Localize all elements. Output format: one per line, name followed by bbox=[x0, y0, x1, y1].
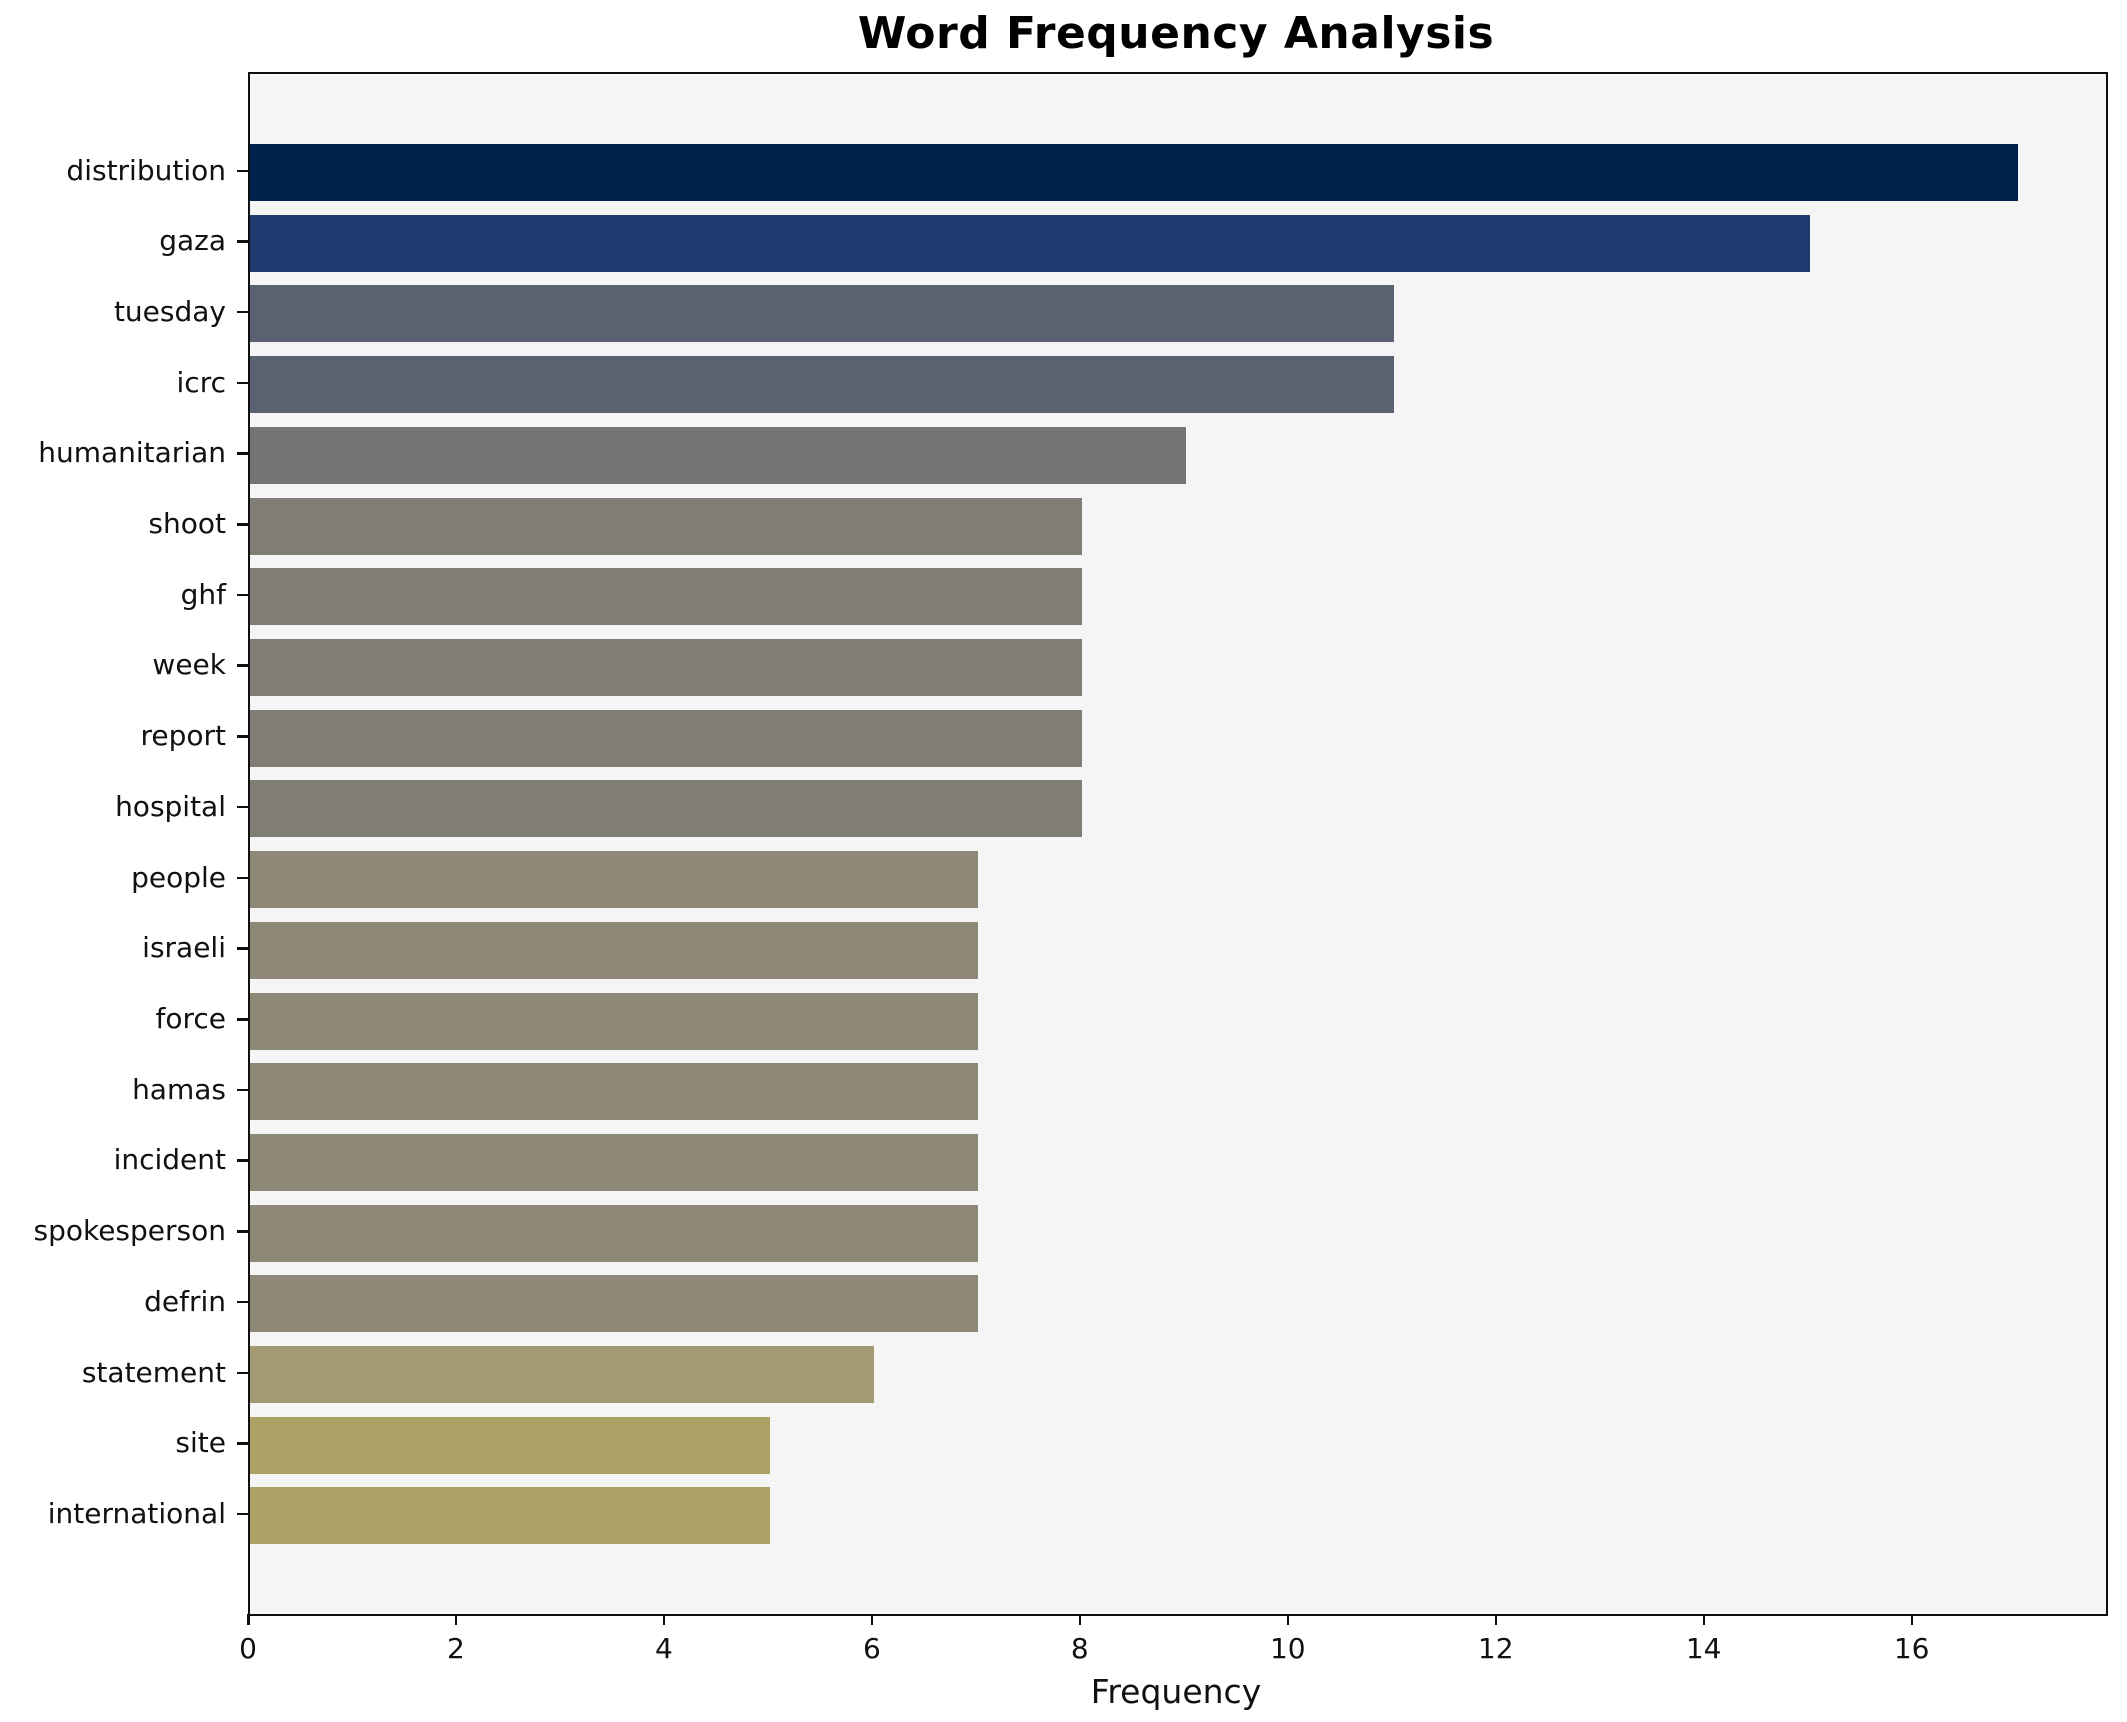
bar-site bbox=[250, 1416, 770, 1474]
y-tick-label-international: international bbox=[47, 1496, 226, 1530]
x-tick-mark-16 bbox=[1910, 1614, 1914, 1625]
y-tick-label-week: week bbox=[152, 648, 226, 682]
x-tick-label-12: 12 bbox=[1477, 1632, 1514, 1665]
bar-week bbox=[250, 638, 1082, 696]
y-tick-label-hamas: hamas bbox=[132, 1072, 226, 1106]
x-tick-label-8: 8 bbox=[1070, 1632, 1089, 1665]
bar-humanitarian bbox=[250, 426, 1186, 484]
y-tick-label-ghf: ghf bbox=[180, 577, 226, 611]
y-tick-mark-tuesday bbox=[237, 310, 248, 314]
y-tick-label-statement: statement bbox=[81, 1355, 226, 1389]
y-tick-label-icrc: icrc bbox=[176, 365, 226, 399]
y-tick-label-site: site bbox=[175, 1426, 226, 1460]
y-tick-label-distribution: distribution bbox=[66, 153, 226, 187]
bar-shoot bbox=[250, 497, 1082, 555]
y-tick-label-force: force bbox=[155, 1002, 226, 1036]
bar-incident bbox=[250, 1133, 978, 1191]
bar-defrin bbox=[250, 1275, 978, 1333]
bar-hospital bbox=[250, 780, 1082, 838]
bar-force bbox=[250, 992, 978, 1050]
y-tick-label-israeli: israeli bbox=[142, 931, 226, 965]
y-tick-label-defrin: defrin bbox=[144, 1284, 226, 1318]
y-tick-label-spokesperson: spokesperson bbox=[33, 1214, 227, 1248]
y-tick-label-people: people bbox=[131, 860, 226, 894]
y-tick-label-gaza: gaza bbox=[159, 224, 226, 258]
x-tick-label-16: 16 bbox=[1893, 1632, 1930, 1665]
y-tick-mark-incident bbox=[237, 1159, 248, 1162]
y-tick-label-tuesday: tuesday bbox=[113, 294, 226, 328]
y-tick-mark-ghf bbox=[237, 593, 248, 597]
bar-distribution bbox=[250, 144, 2018, 201]
x-tick-mark-6 bbox=[870, 1614, 874, 1625]
y-tick-label-incident: incident bbox=[113, 1143, 226, 1177]
x-tick-mark-14 bbox=[1702, 1614, 1706, 1625]
x-tick-mark-12 bbox=[1494, 1614, 1498, 1625]
x-tick-label-4: 4 bbox=[654, 1632, 673, 1665]
x-tick-label-0: 0 bbox=[239, 1632, 257, 1665]
bar-statement bbox=[250, 1346, 874, 1404]
bar-israeli bbox=[250, 921, 978, 979]
bar-tuesday bbox=[250, 285, 1394, 343]
bar-spokesperson bbox=[250, 1204, 978, 1262]
y-tick-mark-hamas bbox=[237, 1088, 248, 1092]
x-tick-label-10: 10 bbox=[1269, 1632, 1306, 1665]
y-tick-mark-people bbox=[237, 876, 248, 880]
y-tick-label-hospital: hospital bbox=[115, 789, 226, 823]
y-tick-mark-distribution bbox=[237, 169, 248, 172]
x-tick-mark-2 bbox=[454, 1614, 458, 1625]
x-tick-mark-8 bbox=[1078, 1614, 1082, 1625]
bar-people bbox=[250, 851, 978, 909]
x-tick-label-2: 2 bbox=[447, 1632, 465, 1665]
x-tick-mark-4 bbox=[662, 1614, 666, 1625]
bar-hamas bbox=[250, 1063, 978, 1121]
y-tick-mark-force bbox=[237, 1018, 248, 1021]
y-tick-mark-israeli bbox=[237, 947, 248, 950]
y-tick-label-shoot: shoot bbox=[148, 507, 226, 541]
y-tick-mark-humanitarian bbox=[237, 452, 248, 455]
y-tick-mark-week bbox=[237, 664, 248, 667]
chart-title: Word Frequency Analysis bbox=[857, 8, 1495, 59]
bar-report bbox=[250, 709, 1082, 767]
x-tick-label-14: 14 bbox=[1685, 1632, 1722, 1665]
x-tick-label-6: 6 bbox=[862, 1632, 881, 1665]
plot-area bbox=[248, 72, 2108, 1616]
bar-gaza bbox=[250, 214, 1810, 272]
x-tick-mark-0 bbox=[247, 1614, 250, 1625]
bar-icrc bbox=[250, 356, 1394, 414]
y-tick-mark-defrin bbox=[237, 1300, 248, 1304]
y-tick-label-humanitarian: humanitarian bbox=[38, 436, 226, 470]
y-tick-mark-spokesperson bbox=[237, 1230, 248, 1233]
y-tick-mark-shoot bbox=[237, 523, 248, 526]
y-tick-mark-gaza bbox=[237, 240, 248, 243]
y-tick-mark-site bbox=[237, 1442, 248, 1445]
y-tick-mark-icrc bbox=[237, 381, 248, 385]
x-axis-label: Frequency bbox=[1090, 1672, 1262, 1711]
bar-international bbox=[250, 1487, 770, 1545]
y-tick-label-report: report bbox=[140, 719, 226, 753]
x-tick-mark-10 bbox=[1286, 1614, 1290, 1625]
y-tick-mark-hospital bbox=[237, 805, 248, 809]
bar-ghf bbox=[250, 568, 1082, 626]
y-tick-mark-international bbox=[237, 1512, 248, 1516]
y-tick-mark-statement bbox=[237, 1371, 248, 1375]
y-tick-mark-report bbox=[237, 735, 248, 738]
